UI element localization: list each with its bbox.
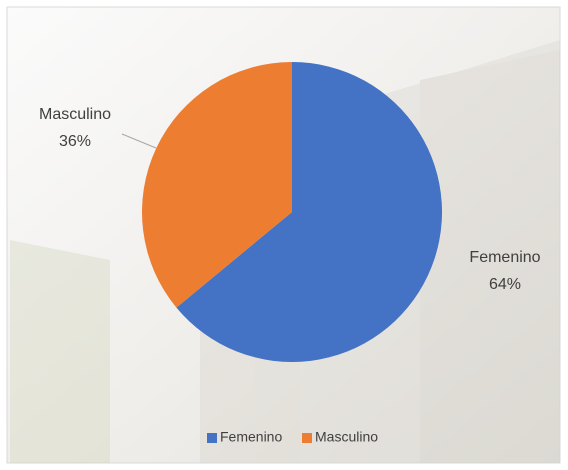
legend-text: Femenino: [220, 429, 282, 445]
data-label-value: 64%: [489, 276, 521, 293]
legend-text: Masculino: [315, 429, 378, 445]
pie-slice: [142, 62, 292, 308]
pie-slice: [176, 62, 442, 362]
leader-line: [121, 133, 157, 149]
data-label-value: 36%: [59, 133, 91, 150]
legend-swatch: [302, 433, 312, 443]
data-label-category: Femenino: [469, 249, 540, 266]
data-label-category: Masculino: [39, 106, 111, 123]
legend-swatch: [207, 433, 217, 443]
pie-layer: Femenino 64% Masculino 36% Femenino Masculino: [39, 62, 541, 445]
